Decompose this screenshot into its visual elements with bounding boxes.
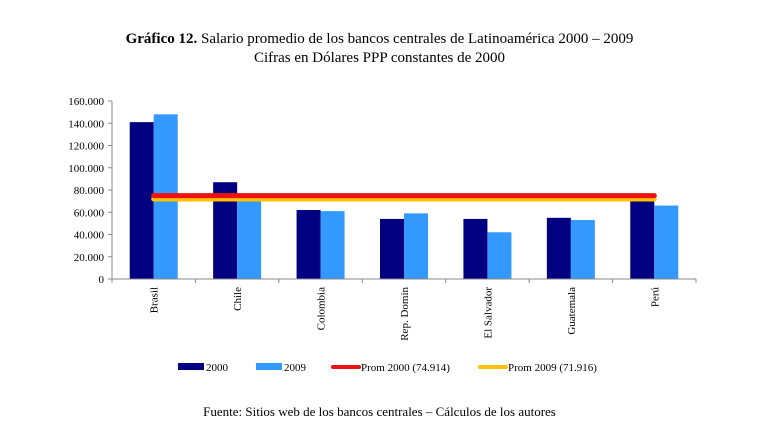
legend-label: 2009	[284, 362, 307, 374]
y-tick-label: 20.000	[74, 252, 105, 264]
y-tick-label: 80.000	[74, 185, 105, 197]
x-tick-label: Perú	[649, 287, 661, 308]
y-tick-label: 0	[99, 274, 105, 286]
chart-title: Gráfico 12. Salario promedio de los banc…	[125, 31, 634, 47]
y-tick-label: 120.000	[68, 141, 104, 153]
bar-2009-Perú	[654, 205, 679, 279]
legend-swatch	[178, 363, 204, 370]
y-tick-label: 140.000	[68, 118, 104, 130]
y-tick-label: 160.000	[68, 96, 104, 108]
x-tick-label: Guatemala	[566, 287, 578, 335]
bar-2009-Rep. Domin	[404, 213, 428, 279]
legend-label: Prom 2009 (71.916)	[508, 362, 597, 374]
bar-2009-Guatemala	[570, 220, 595, 279]
bar-2009-Colombia	[320, 211, 345, 279]
legend-swatch	[256, 363, 282, 370]
x-tick-label: Chile	[232, 287, 244, 311]
chart-subtitle: Cifras en Dólares PPP constantes de 2000	[253, 50, 506, 66]
source-note: Fuente: Sitios web de los bancos central…	[203, 404, 556, 419]
bar-2000-Perú	[630, 198, 655, 279]
y-tick-label: 60.000	[74, 207, 105, 219]
bar-2000-Colombia	[296, 210, 321, 279]
y-tick-label: 40.000	[74, 230, 105, 242]
bar-2000-Guatemala	[546, 217, 571, 279]
bar-2000-Rep. Domin	[380, 218, 404, 279]
bar-2009-Chile	[237, 200, 262, 279]
legend-label: Prom 2000 (74.914)	[361, 362, 450, 374]
x-tick-label: Rep. Domin	[399, 287, 411, 341]
y-tick-label: 100.000	[68, 163, 104, 175]
bar-2009-El Salvador	[487, 232, 512, 279]
x-tick-label: El Salvador	[482, 287, 494, 339]
legend-label: 2000	[206, 362, 229, 374]
x-tick-label: Colombia	[316, 287, 328, 331]
bar-2000-Brasil	[129, 122, 154, 279]
x-tick-label: Brasil	[149, 287, 161, 313]
bar-2000-El Salvador	[463, 218, 488, 279]
